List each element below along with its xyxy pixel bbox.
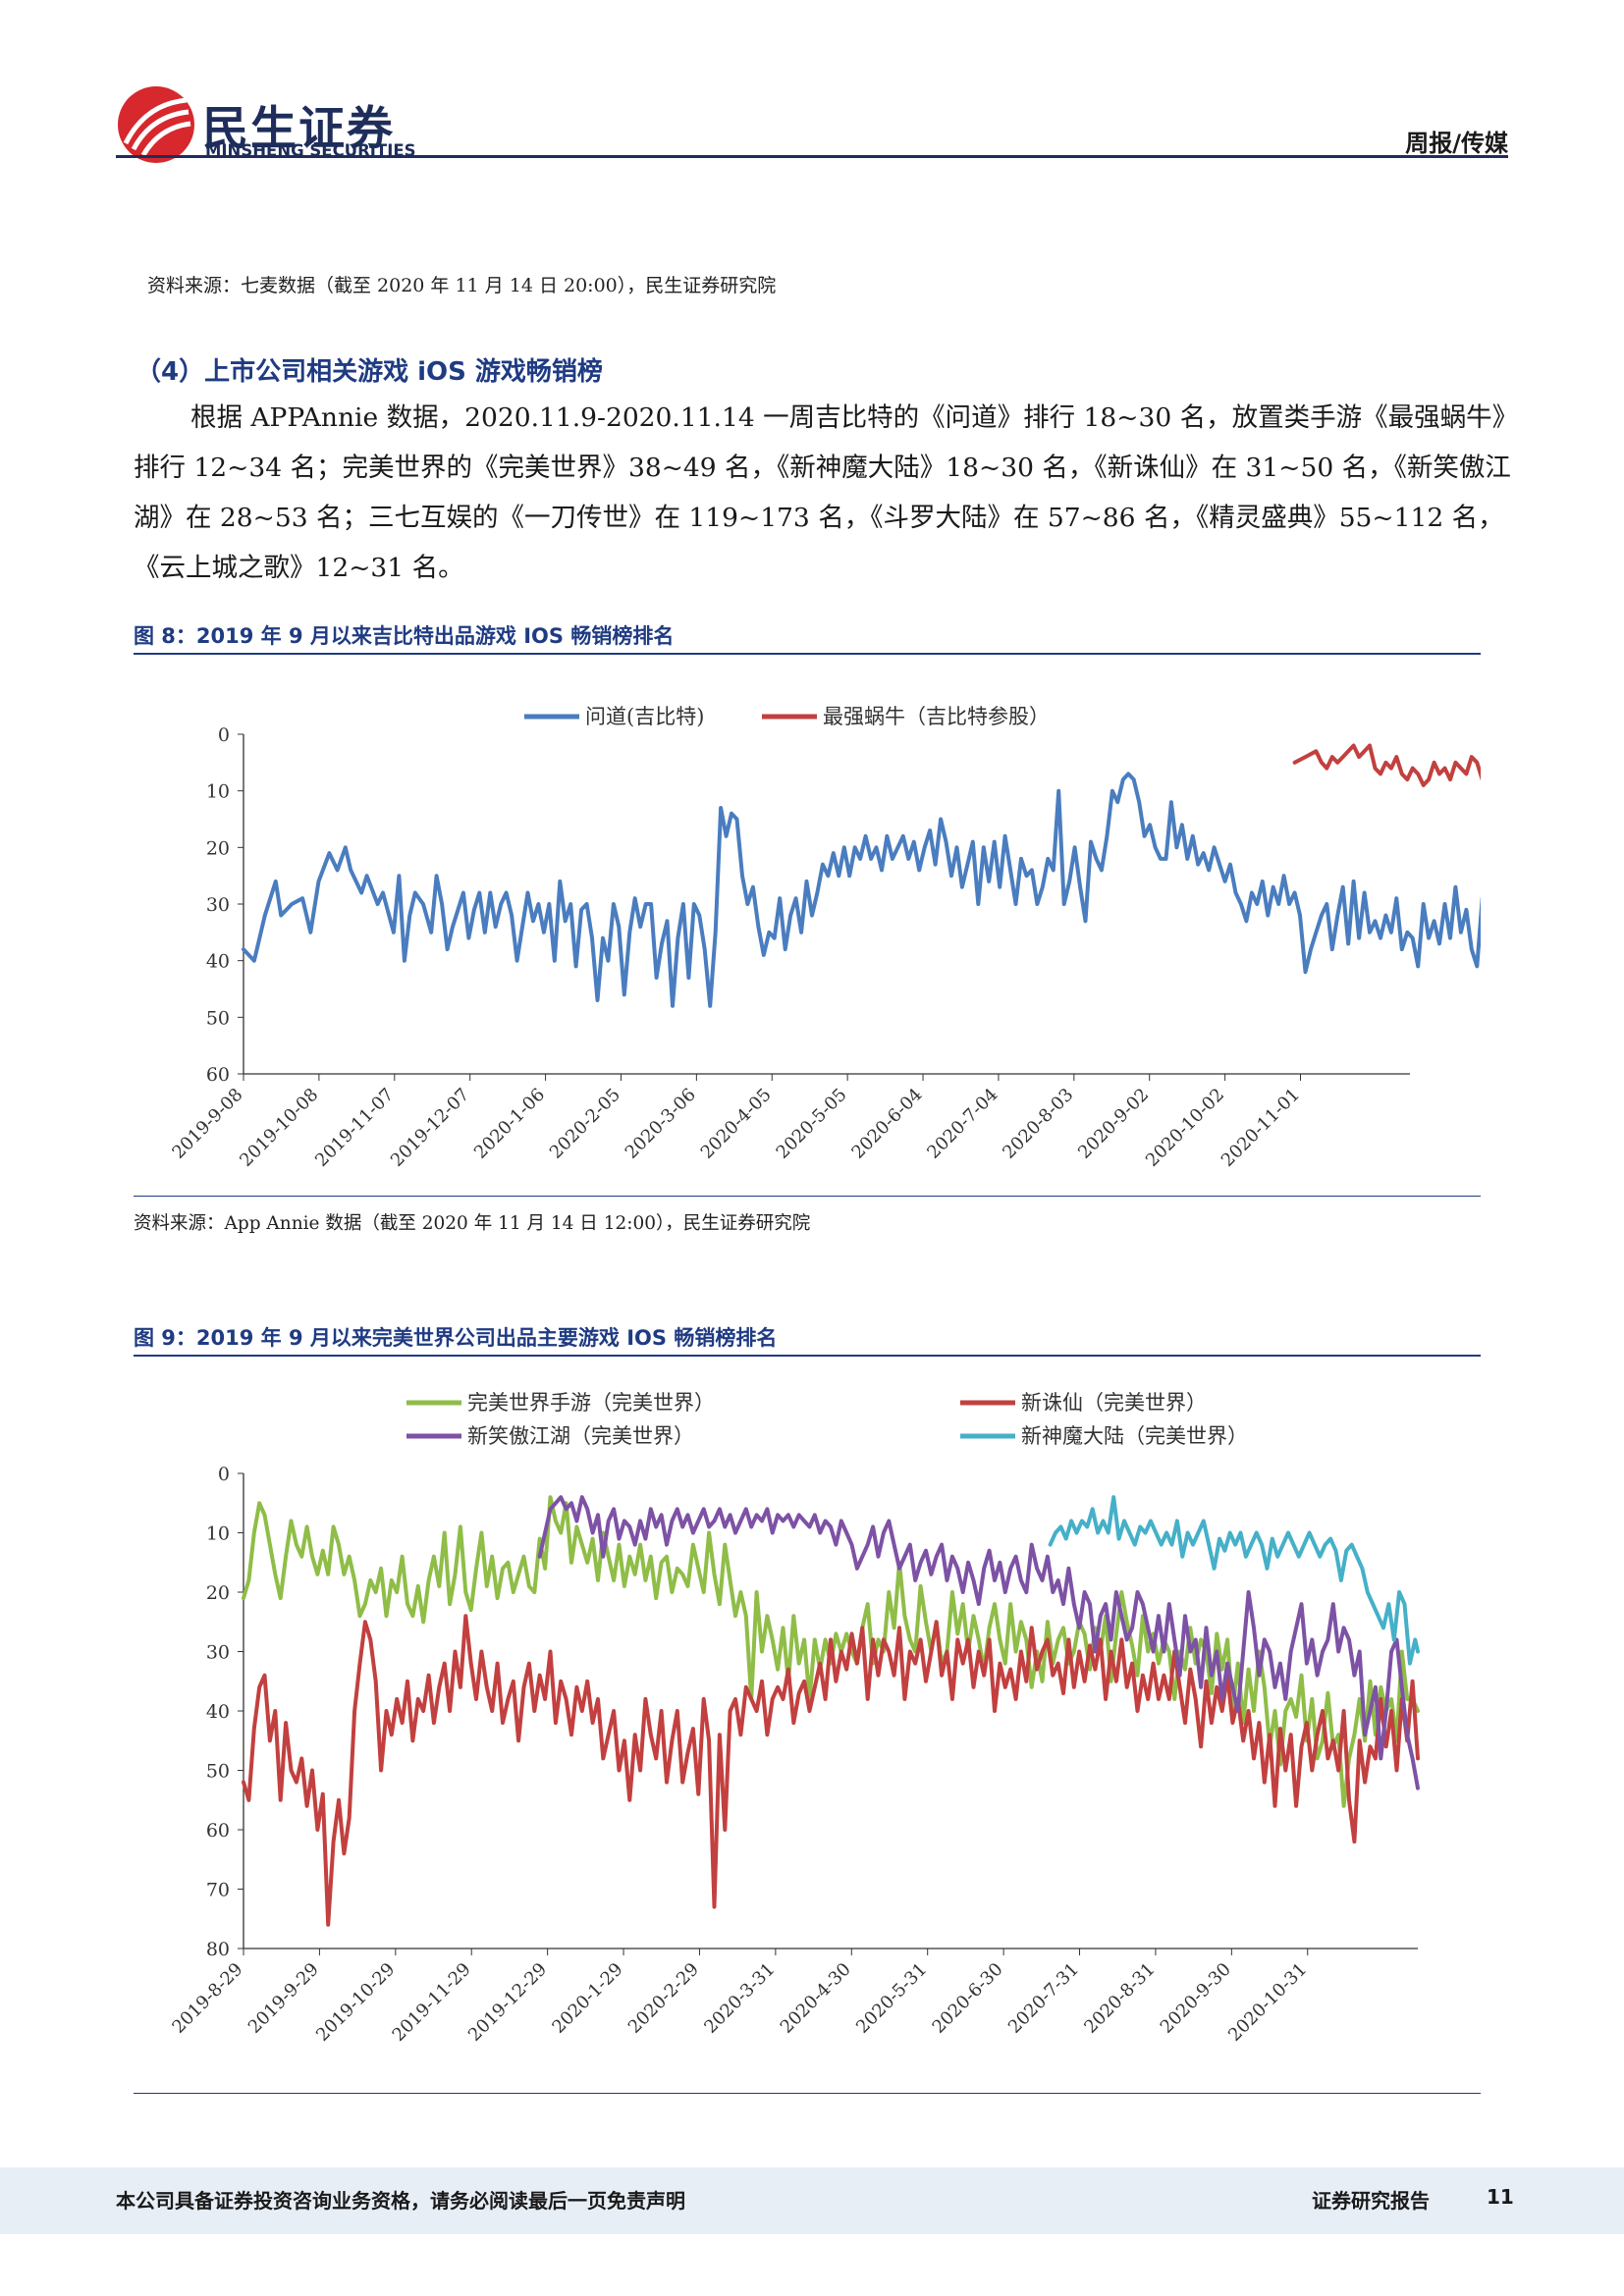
x-tick-label: 2020-8-03: [999, 1085, 1077, 1163]
y-tick-label: 0: [218, 1464, 230, 1485]
y-tick-label: 30: [206, 1642, 230, 1664]
x-tick-label: 2020-9-30: [1157, 1959, 1235, 2038]
x-tick-label: 2019-9-29: [244, 1959, 323, 2038]
x-tick-label: 2020-7-04: [923, 1085, 1001, 1163]
y-tick-label: 50: [206, 1761, 230, 1783]
y-tick-label: 40: [206, 951, 230, 973]
x-tick-label: 2020-4-05: [697, 1085, 776, 1163]
legend-label: 问道(吉比特): [585, 705, 704, 728]
source-note-top: 资料来源：七麦数据（截至 2020 年 11 月 14 日 20:00），民生证…: [147, 275, 777, 296]
x-tick-label: 2019-12-29: [464, 1959, 551, 2046]
legend-label: 最强蜗牛（吉比特参股）: [823, 705, 1050, 728]
x-tick-label: 2020-2-05: [546, 1085, 624, 1163]
x-tick-label: 2020-1-06: [470, 1085, 549, 1163]
legend-label: 新笑傲江湖（完美世界）: [467, 1424, 694, 1448]
figure-8-title-rule: [134, 653, 1481, 655]
minsheng-logo-icon: [118, 86, 194, 163]
series-line-1: [242, 772, 1481, 1008]
legend-label: 新神魔大陆（完美世界）: [1021, 1424, 1248, 1448]
x-tick-label: 2020-3-31: [700, 1959, 779, 2038]
report-type-label: 周报/传媒: [1405, 130, 1508, 157]
x-tick-label: 2020-5-31: [852, 1959, 931, 2038]
body-paragraph: 根据 APPAnnie 数据，2020.11.9-2020.11.14 一周吉比…: [134, 393, 1518, 593]
body-paragraph-text: 根据 APPAnnie 数据，2020.11.9-2020.11.14 一周吉比…: [134, 402, 1511, 583]
figure-8-bottom-rule: [134, 1196, 1481, 1197]
x-tick-label: 2020-11-01: [1218, 1085, 1304, 1171]
figure-9-title: 图 9：2019 年 9 月以来完美世界公司出品主要游戏 IOS 畅销榜排名: [134, 1326, 778, 1350]
x-tick-label: 2020-2-29: [624, 1959, 703, 2038]
x-tick-label: 2020-10-31: [1224, 1959, 1311, 2046]
x-tick-label: 2020-5-05: [773, 1085, 851, 1163]
footer-band: [0, 2167, 1624, 2234]
x-tick-label: 2020-6-04: [847, 1085, 926, 1163]
x-tick-label: 2019-10-08: [236, 1085, 322, 1171]
x-tick-label: 2019-12-07: [387, 1085, 473, 1171]
header-divider: [116, 155, 1508, 158]
page-number: 11: [1487, 2185, 1514, 2209]
x-tick-label: 2019-8-29: [168, 1959, 246, 2038]
y-tick-label: 50: [206, 1007, 230, 1029]
figure-9-chart: 010203040506070802019-8-292019-9-292019-…: [168, 1391, 1420, 2046]
legend-label: 新诛仙（完美世界）: [1021, 1391, 1207, 1415]
x-tick-label: 2019-11-07: [311, 1085, 398, 1171]
figure-9-title-rule: [134, 1355, 1481, 1357]
x-tick-label: 2020-6-30: [928, 1959, 1006, 2038]
y-tick-label: 60: [206, 1820, 230, 1842]
series-line-4: [1048, 1495, 1420, 1666]
series-line-1: [242, 1495, 1420, 1808]
section-heading: （4）上市公司相关游戏 iOS 游戏畅销榜: [135, 357, 603, 387]
x-tick-label: 2020-10-02: [1142, 1085, 1228, 1171]
series-line-3: [537, 1495, 1420, 1790]
y-tick-label: 10: [206, 1523, 230, 1545]
x-tick-label: 2020-7-31: [1004, 1959, 1083, 2038]
y-tick-label: 20: [206, 1582, 230, 1604]
x-tick-label: 2020-9-02: [1074, 1085, 1153, 1163]
y-tick-label: 10: [206, 781, 230, 803]
series-line-2: [242, 1614, 1420, 1927]
figure-9-bottom-rule: [134, 2093, 1481, 2094]
y-tick-label: 70: [206, 1880, 230, 1901]
y-tick-label: 80: [206, 1939, 230, 1960]
x-tick-label: 2020-3-06: [622, 1085, 700, 1163]
y-tick-label: 40: [206, 1701, 230, 1723]
legend-label: 完美世界手游（完美世界）: [467, 1391, 715, 1415]
figure-8-title: 图 8：2019 年 9 月以来吉比特出品游戏 IOS 畅销榜排名: [134, 624, 675, 648]
y-tick-label: 20: [206, 837, 230, 859]
x-tick-label: 2020-4-30: [777, 1959, 855, 2038]
brand-name-cn: 民生证券: [202, 102, 395, 156]
x-tick-label: 2019-9-08: [168, 1085, 246, 1163]
x-tick-label: 2020-8-31: [1080, 1959, 1159, 2038]
footer-disclaimer: 本公司具备证券投资咨询业务资格，请务必阅读最后一页免责声明: [116, 2189, 685, 2213]
footer-report-label: 证券研究报告: [1312, 2189, 1430, 2213]
figure-8-source-note: 资料来源：App Annie 数据（截至 2020 年 11 月 14 日 12…: [134, 1213, 811, 1234]
y-tick-label: 30: [206, 894, 230, 916]
x-tick-label: 2019-11-29: [389, 1959, 475, 2046]
y-tick-label: 0: [218, 724, 230, 746]
x-tick-label: 2020-1-29: [548, 1959, 626, 2038]
x-tick-label: 2019-10-29: [312, 1959, 399, 2046]
figure-8-chart: 0 10 20 30 40 50 602019-9-082019-10-082019-11-…: [168, 705, 1481, 1171]
series-line-2: [1292, 743, 1481, 787]
y-tick-label: 60: [206, 1064, 230, 1086]
